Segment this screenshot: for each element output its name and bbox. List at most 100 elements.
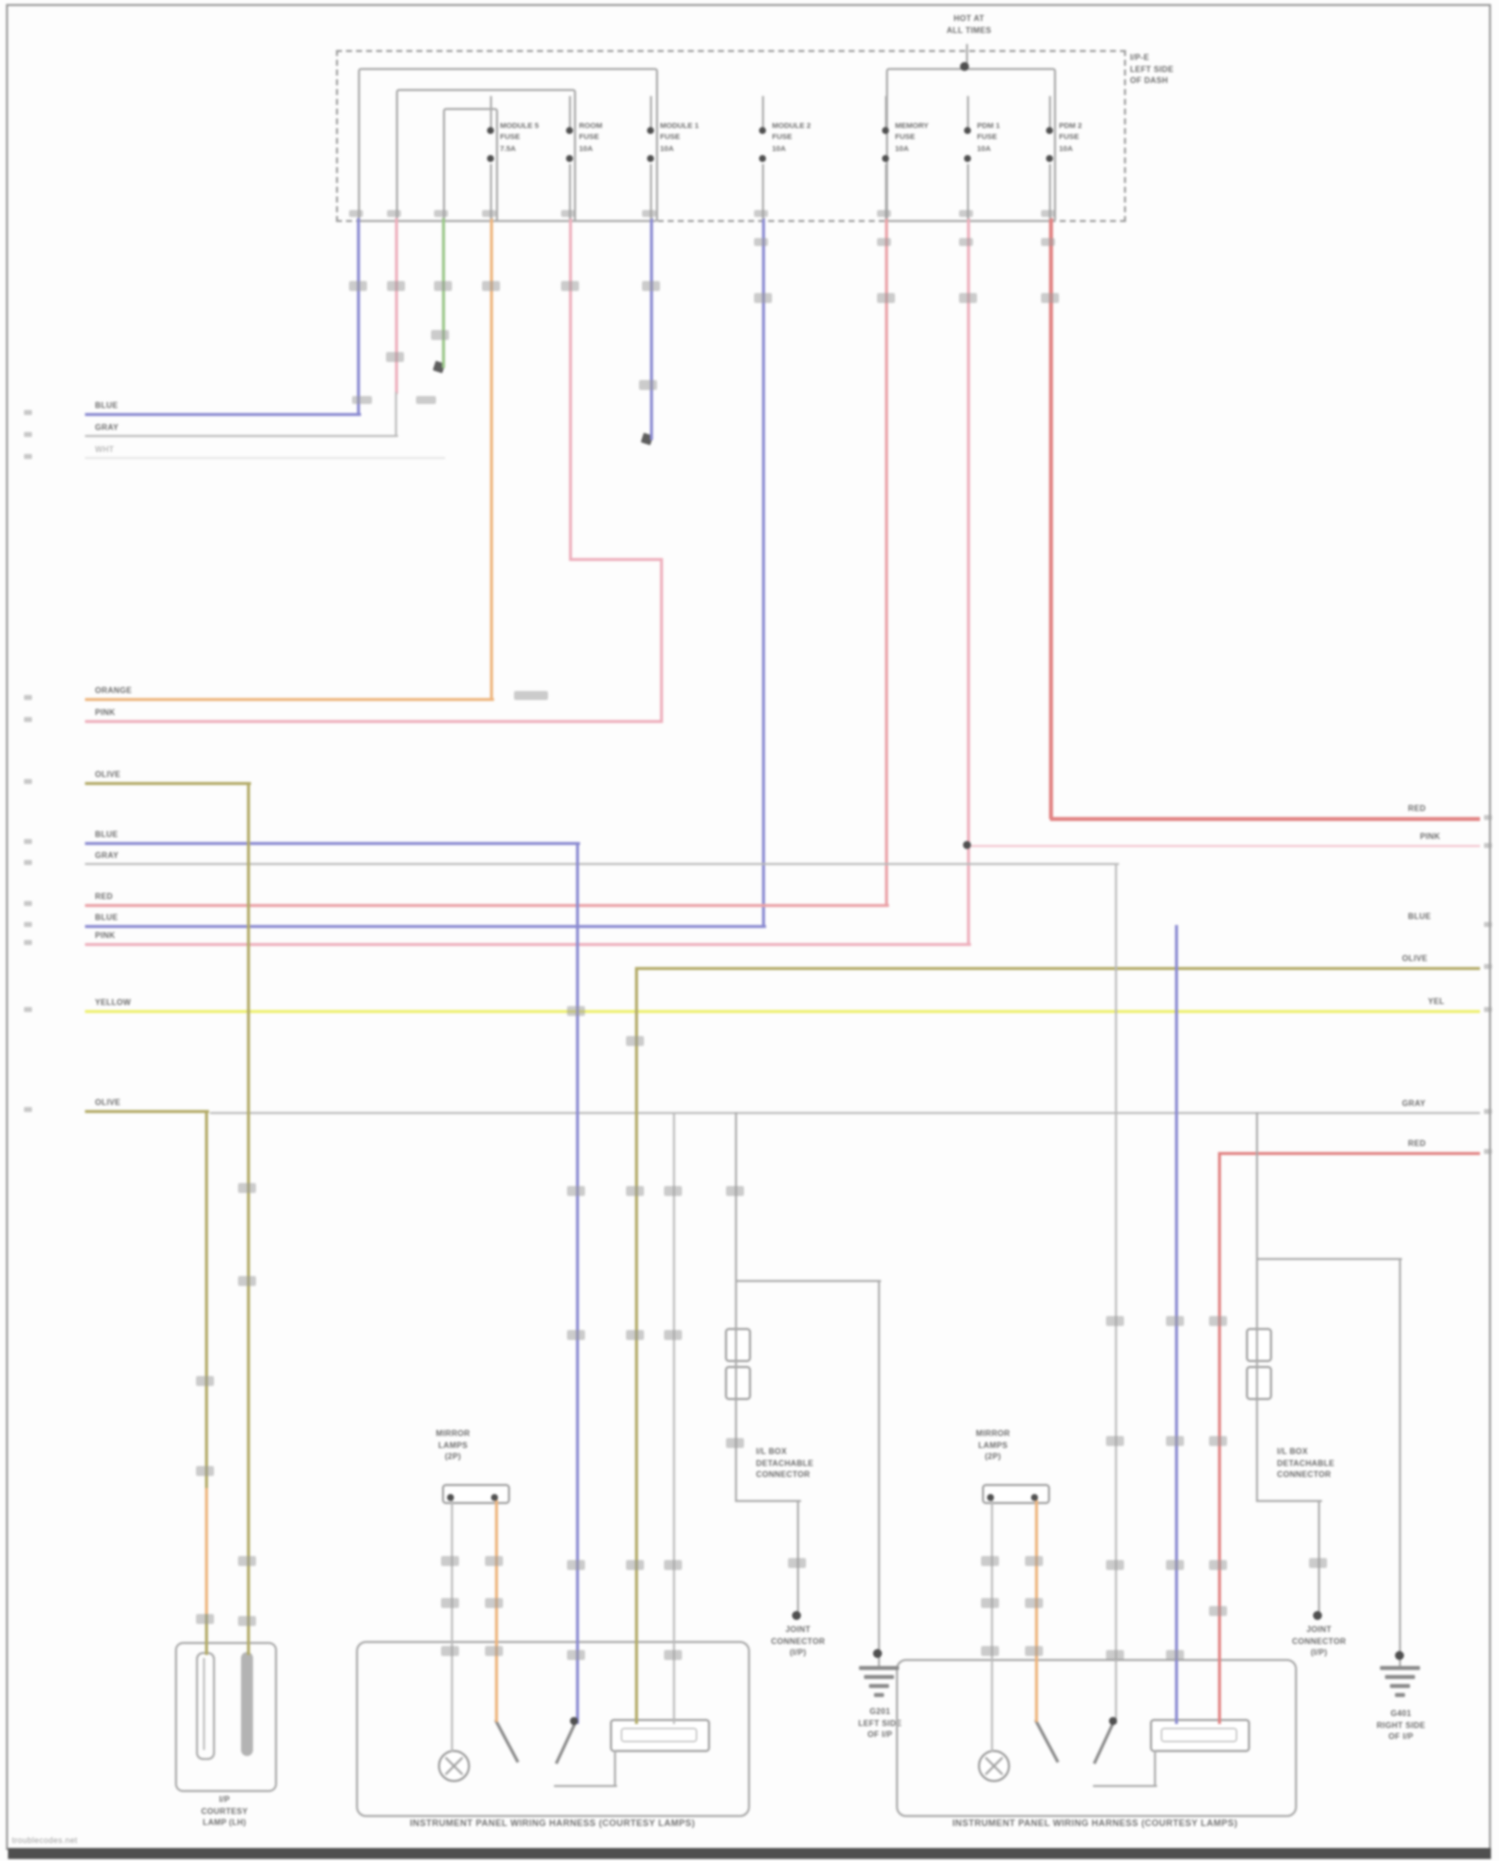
left-wire-label-3: WHT [95, 445, 115, 454]
edge-pin-left [24, 695, 32, 700]
connector-label [664, 1560, 682, 1570]
fuse-3-l2: FUSE [660, 132, 681, 142]
junction-dot [1395, 1651, 1404, 1660]
edge-pin-left [24, 922, 32, 927]
edge-pin-right [1484, 815, 1492, 820]
connector-label [981, 1598, 999, 1608]
junction-dot [882, 127, 889, 134]
connector-label [959, 210, 973, 217]
wire-lamp-orange-segment [205, 1488, 208, 1614]
fuse-3-stub-bottom [650, 164, 652, 219]
connector-label [561, 210, 575, 217]
center-detachable-l2: DETACHABLE [756, 1458, 814, 1468]
edge-pin-left [24, 717, 32, 722]
fuse-5-l3: 10A [895, 143, 909, 153]
ground-icon-bar [1385, 1675, 1415, 1679]
left-wire-label-5: PINK [95, 708, 116, 717]
connector-label [349, 281, 367, 291]
connector-label [1166, 1316, 1184, 1326]
ground-icon-bar [1380, 1666, 1420, 1670]
jog-center-h [737, 1500, 801, 1502]
center-ground-l3: OF I/P [867, 1730, 893, 1740]
connector-label [754, 210, 768, 217]
left-wire-label-6: OLIVE [95, 770, 121, 779]
wire-right-red-1 [1050, 817, 1480, 821]
edge-pin-right [1484, 964, 1492, 969]
wire-right-olive [637, 967, 1480, 970]
junction-dot [487, 155, 494, 162]
fuse-4-l3: 10A [772, 143, 786, 153]
connector-label [196, 1614, 214, 1624]
fuse-7-l1: PDM 2 [1059, 121, 1082, 130]
ground-icon-bar [1390, 1684, 1410, 1688]
center-connector-label: MIRROR LAMPS (2P) [403, 1428, 503, 1463]
connector-label [441, 1598, 459, 1608]
branch-center-h [737, 1280, 881, 1282]
right-wire-label-6: GRAY [1402, 1099, 1426, 1108]
connector-label [1106, 1436, 1124, 1446]
connector-label [726, 1438, 744, 1448]
junction-dot [1313, 1611, 1322, 1620]
fuse-1-l3: 7.5A [500, 143, 516, 153]
connector-label [1041, 293, 1059, 303]
connector-label [1106, 1650, 1124, 1660]
center-splice-l2: CONNECTOR [770, 1636, 826, 1646]
lamp-element-1-filament [203, 1658, 205, 1750]
wire-drop-blue-1 [357, 218, 360, 416]
fuse-2-label: ROOM FUSE 10A [579, 120, 602, 154]
fuse-3-l3: 10A [660, 143, 674, 153]
wire-left-pink-2 [85, 943, 971, 946]
connector-label [959, 293, 977, 303]
edge-pin-left [24, 1107, 32, 1112]
connector-label [877, 238, 891, 246]
fuse-5-l2: FUSE [895, 132, 916, 142]
fuse-6-l2: FUSE [977, 132, 998, 142]
wire-left-blue-1 [85, 413, 361, 416]
right-splice-l2: CONNECTOR [1291, 1636, 1347, 1646]
connector-label [434, 210, 448, 217]
connector-label [386, 352, 404, 362]
connector-label [485, 1646, 503, 1656]
wire-drop-blue-2 [650, 218, 653, 440]
wire-drop-pink-2 [569, 218, 572, 561]
wire-center-gray [673, 1112, 675, 1724]
junction-dot [987, 1494, 994, 1501]
fuse-2-l2: FUSE [579, 132, 600, 142]
fuse-4-label: MODULE 2 FUSE 10A [772, 120, 811, 154]
left-lamp-caption-1: I/P [219, 1795, 230, 1804]
junction-dot [1046, 127, 1053, 134]
edge-pin-left [24, 1007, 32, 1012]
connector-label [196, 1466, 214, 1476]
right-detachable-connector-icon-a [1246, 1328, 1272, 1362]
wire-jog-pink [660, 558, 663, 723]
hot-label-line1: HOT AT [953, 14, 985, 23]
junction-dot [873, 1649, 882, 1658]
left-wire-label-11: PINK [95, 931, 116, 940]
right-module-caption: INSTRUMENT PANEL WIRING HARNESS (COURTES… [952, 1818, 1238, 1828]
fuse-4-stub-top [762, 96, 764, 132]
junction-box-label-line3: OF DASH [1130, 76, 1169, 86]
connector-label [1209, 1316, 1227, 1326]
left-wire-label-7: BLUE [95, 830, 118, 839]
wire-right-red-2 [1221, 1152, 1480, 1155]
fuse-7-l2: FUSE [1059, 132, 1080, 142]
left-lamp-caption-3: LAMP (LH) [202, 1818, 247, 1828]
right-connector-l1: MIRROR [975, 1429, 1011, 1438]
wire-left-gray-1 [85, 435, 398, 437]
junction-dot [491, 1494, 498, 1501]
hot-feed-stub [966, 44, 968, 69]
wire-right-connline [1256, 1112, 1258, 1502]
connector-label [981, 1556, 999, 1566]
junction-dot [647, 127, 654, 134]
left-wire-label-1: BLUE [95, 401, 118, 410]
connector-label [1209, 1606, 1227, 1616]
frame-left [6, 4, 8, 1850]
center-splice-label: JOINT CONNECTOR (I/P) [748, 1624, 848, 1659]
connector-label [1025, 1556, 1043, 1566]
connector-label [1209, 1436, 1227, 1446]
connector-label [482, 210, 496, 217]
connector-label [754, 293, 772, 303]
left-wire-label-2: GRAY [95, 423, 119, 432]
